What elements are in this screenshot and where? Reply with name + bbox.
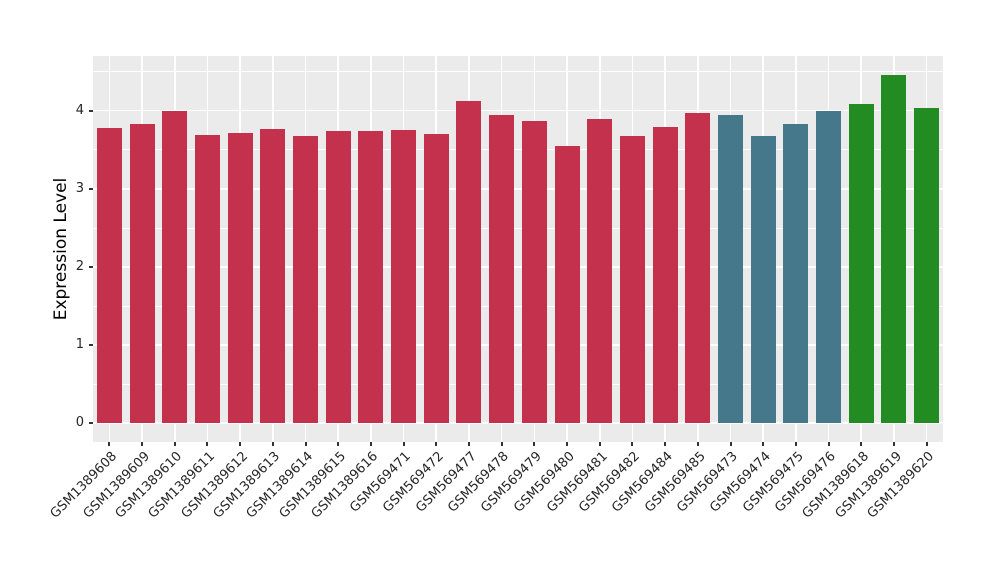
bar-GSM569480 — [554, 145, 580, 424]
y-gridline-minor — [93, 71, 943, 73]
bar-GSM569482 — [619, 136, 645, 424]
x-tick-mark — [892, 442, 895, 446]
x-tick-mark — [925, 442, 928, 446]
bar-GSM1389612 — [227, 132, 253, 424]
x-tick-mark — [141, 442, 144, 446]
bar-GSM1389618 — [848, 104, 874, 424]
bar-GSM1389615 — [325, 131, 351, 424]
y-gridline-major — [93, 266, 943, 268]
x-tick-mark — [533, 442, 536, 446]
y-tick-label: 2 — [75, 258, 84, 274]
bar-GSM569472 — [423, 134, 449, 424]
x-tick-mark — [402, 442, 405, 446]
bar-GSM569471 — [391, 130, 417, 424]
x-tick-mark — [108, 442, 111, 446]
x-tick-mark — [500, 442, 503, 446]
bar-GSM569481 — [587, 118, 613, 424]
bar-GSM569477 — [456, 100, 482, 424]
y-tick-mark — [89, 187, 93, 190]
bar-GSM569474 — [750, 136, 776, 424]
x-tick-mark — [696, 442, 699, 446]
y-tick-mark — [89, 109, 93, 112]
y-tick-mark — [89, 344, 93, 347]
bar-GSM1389614 — [293, 135, 318, 424]
x-tick-mark — [794, 442, 797, 446]
bar-GSM1389611 — [194, 134, 220, 424]
x-tick-mark — [598, 442, 601, 446]
bar-GSM569476 — [816, 110, 842, 424]
plot-panel — [93, 56, 943, 442]
x-axis: GSM1389608 GSM1389609 GSM1389610 GSM1389611… — [0, 442, 1000, 580]
y-gridline-minor — [93, 383, 943, 385]
bar-GSM1389610 — [162, 111, 188, 424]
x-tick-mark — [664, 442, 667, 446]
y-gridline-major — [93, 344, 943, 346]
x-tick-mark — [435, 442, 438, 446]
y-tick-mark — [89, 265, 93, 268]
x-tick-mark — [239, 442, 242, 446]
bar-GSM1389620 — [914, 108, 940, 424]
y-tick-label: 0 — [75, 415, 84, 431]
bar-GSM569473 — [718, 115, 743, 424]
x-tick-mark — [762, 442, 765, 446]
y-gridline-minor — [93, 227, 943, 229]
x-tick-mark — [827, 442, 830, 446]
bar-GSM1389608 — [96, 127, 122, 424]
x-tick-mark — [729, 442, 732, 446]
y-gridline-major — [93, 109, 943, 112]
x-tick-mark — [467, 442, 470, 446]
y-gridline-minor — [93, 149, 943, 151]
x-tick-mark — [631, 442, 634, 446]
bar-GSM569478 — [489, 114, 515, 424]
bar-GSM569485 — [685, 113, 711, 424]
x-tick-mark — [860, 442, 863, 446]
bar-GSM1389613 — [260, 128, 286, 424]
x-tick-mark — [369, 442, 372, 446]
bar-GSM569484 — [652, 127, 678, 424]
x-tick-mark — [206, 442, 209, 446]
x-tick-mark — [304, 442, 307, 446]
x-tick-mark — [173, 442, 176, 446]
bar-GSM1389609 — [129, 123, 155, 424]
y-tick-label: 3 — [75, 180, 84, 196]
y-gridline-minor — [93, 305, 943, 307]
y-gridline-major — [93, 422, 943, 425]
y-tick-label: 1 — [75, 337, 84, 353]
x-tick-mark — [337, 442, 340, 446]
bar-GSM569475 — [783, 123, 809, 424]
bar-GSM1389619 — [881, 74, 907, 424]
y-gridline-major — [93, 188, 943, 190]
bar-GSM1389616 — [358, 131, 384, 424]
bar-GSM569479 — [521, 120, 547, 424]
y-axis: 0 1 2 3 4 — [0, 56, 93, 442]
y-tick-label: 4 — [75, 102, 84, 118]
x-tick-mark — [271, 442, 274, 446]
y-tick-mark — [89, 422, 93, 425]
x-tick-mark — [566, 442, 569, 446]
